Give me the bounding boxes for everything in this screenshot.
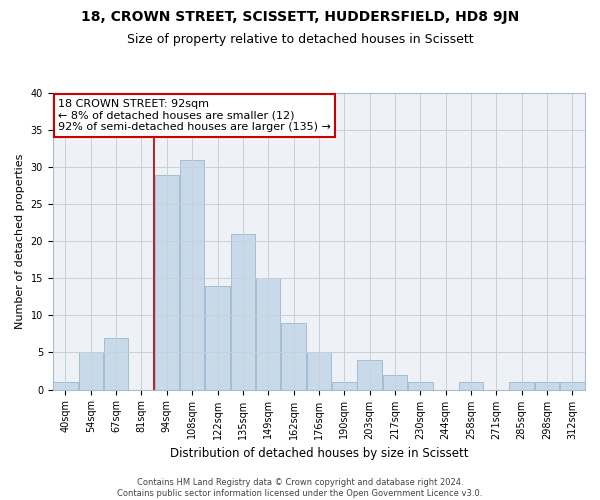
Bar [79,352,103,390]
Bar [357,360,382,390]
Bar [53,382,78,390]
Text: 18, CROWN STREET, SCISSETT, HUDDERSFIELD, HD8 9JN: 18, CROWN STREET, SCISSETT, HUDDERSFIELD… [81,10,519,24]
Bar [230,234,255,390]
Bar [205,286,230,390]
Bar [281,323,306,390]
Text: 18 CROWN STREET: 92sqm
← 8% of detached houses are smaller (12)
92% of semi-deta: 18 CROWN STREET: 92sqm ← 8% of detached … [58,99,331,132]
Text: Contains HM Land Registry data © Crown copyright and database right 2024.
Contai: Contains HM Land Registry data © Crown c… [118,478,482,498]
Bar [535,382,559,390]
Bar [180,160,205,390]
Y-axis label: Number of detached properties: Number of detached properties [15,154,25,329]
Bar [332,382,356,390]
X-axis label: Distribution of detached houses by size in Scissett: Distribution of detached houses by size … [170,447,468,460]
Bar [458,382,483,390]
Bar [408,382,433,390]
Bar [256,278,280,390]
Bar [383,374,407,390]
Bar [509,382,534,390]
Text: Size of property relative to detached houses in Scissett: Size of property relative to detached ho… [127,32,473,46]
Bar [307,352,331,390]
Bar [155,174,179,390]
Bar [560,382,584,390]
Bar [104,338,128,390]
